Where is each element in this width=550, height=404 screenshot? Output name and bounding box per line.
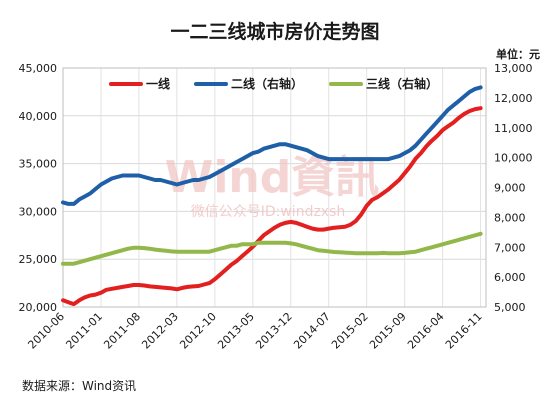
x-axis-tick-label: 2013-12 — [253, 310, 295, 352]
legend-label: 二线（右轴） — [231, 76, 303, 91]
x-axis-tick-label: 2015-02 — [329, 310, 371, 352]
right-axis-tick-label: 5,000 — [494, 301, 526, 314]
chart-title: 一二三线城市房价走势图 — [170, 20, 379, 43]
x-axis-tick-label: 2015-09 — [367, 310, 409, 352]
x-axis-tick-label: 2014-07 — [291, 310, 333, 352]
x-axis-tick-label: 2012-10 — [177, 310, 219, 352]
right-axis-tick-label: 11,000 — [494, 122, 533, 135]
series-line — [61, 106, 483, 307]
left-axis-tick-label: 25,000 — [19, 253, 58, 266]
left-axis-tick-label: 30,000 — [19, 205, 58, 218]
right-axis-tick-label: 8,000 — [494, 211, 526, 224]
series-line — [61, 231, 483, 266]
series-line — [61, 85, 483, 206]
x-axis-tick-label: 2010-06 — [25, 310, 67, 352]
plot-frame — [62, 67, 487, 308]
x-axis-tick-label: 2012-03 — [139, 310, 181, 352]
legend-label: 三线（右轴） — [366, 76, 438, 91]
left-axis-tick-label: 20,000 — [19, 301, 58, 314]
right-axis-tick-label: 10,000 — [494, 152, 533, 165]
left-axis-tick-label: 35,000 — [19, 158, 58, 171]
legend: 一线 二线（右轴） 三线（右轴） — [109, 76, 438, 91]
source-note: 数据来源：Wind资讯 — [22, 378, 136, 393]
left-axis-tick-label: 40,000 — [19, 110, 58, 123]
left-axis-tick-label: 45,000 — [19, 62, 58, 75]
x-axis-tick-label: 2016-04 — [405, 310, 447, 352]
unit-label: 单位：元 — [496, 47, 540, 61]
x-axis-tick-label: 2011-08 — [101, 310, 143, 352]
watermark-sub: 微信公众号ID:windzxsh — [191, 204, 346, 220]
right-axis-tick-label: 13,000 — [494, 62, 533, 75]
legend-label: 一线 — [146, 76, 170, 91]
right-axis-tick-label: 7,000 — [494, 241, 526, 254]
right-axis-tick-label: 12,000 — [494, 92, 533, 105]
x-axis-tick-label: 2013-05 — [215, 310, 257, 352]
series-lines — [61, 85, 483, 307]
x-axis-tick-label: 2011-01 — [63, 310, 105, 352]
x-axis-tick-label: 2016-11 — [443, 310, 485, 352]
right-axis-tick-label: 9,000 — [494, 182, 526, 195]
right-axis-tick-label: 6,000 — [494, 271, 526, 284]
watermark: Wind資訊 微信公众号ID:windzxsh — [165, 152, 379, 220]
